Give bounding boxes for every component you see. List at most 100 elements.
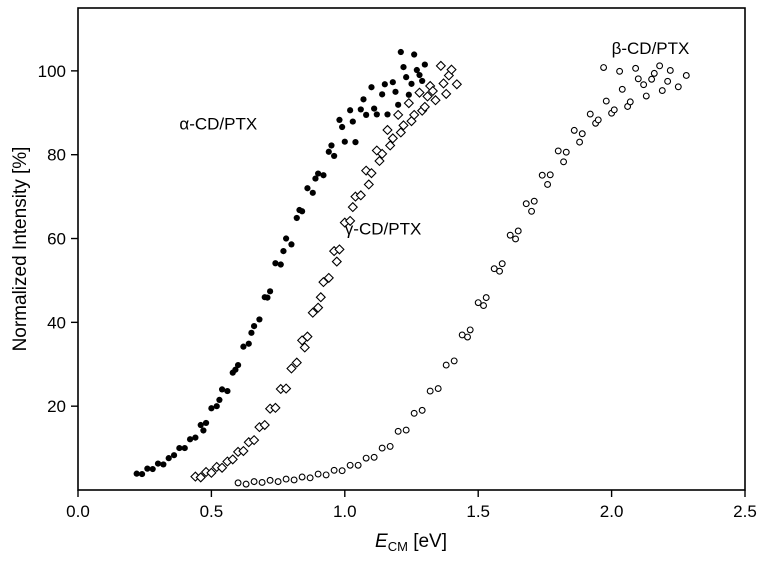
data-point-open-diamond <box>315 292 326 303</box>
data-point-filled-circle <box>339 123 346 131</box>
data-point-open-circle <box>650 69 658 77</box>
data-point-filled-circle <box>379 91 386 98</box>
data-point-open-diamond <box>374 155 385 167</box>
data-point-filled-circle <box>181 444 188 452</box>
data-point-open-circle <box>234 479 242 487</box>
data-point-filled-circle <box>347 107 354 114</box>
data-point-filled-circle <box>176 444 183 452</box>
data-point-open-diamond <box>259 419 270 431</box>
data-point-filled-circle <box>419 77 426 85</box>
data-point-open-diamond <box>441 88 452 100</box>
data-point-open-diamond <box>363 179 374 190</box>
data-point-open-diamond <box>323 272 334 284</box>
data-point-open-diamond <box>382 124 393 136</box>
data-point-filled-circle <box>328 142 335 149</box>
data-point-filled-circle <box>144 465 151 472</box>
data-point-open-diamond <box>302 331 313 342</box>
data-point-open-circle <box>362 454 370 462</box>
series-annotation: γ-CD/PTX <box>345 219 422 238</box>
data-point-open-circle <box>600 64 608 71</box>
data-point-open-circle <box>496 267 503 275</box>
data-point-filled-circle <box>264 294 271 301</box>
data-point-filled-circle <box>200 427 207 434</box>
data-point-filled-circle <box>266 288 274 295</box>
data-point-open-circle <box>346 461 354 469</box>
data-point-open-circle <box>306 474 314 482</box>
data-point-open-diamond <box>227 454 238 465</box>
data-point-open-diamond <box>376 148 388 160</box>
data-point-open-circle <box>618 85 626 93</box>
data-point-filled-circle <box>373 111 380 118</box>
data-point-open-circle <box>258 479 266 486</box>
data-point-filled-circle <box>170 452 178 459</box>
data-point-filled-circle <box>160 461 167 468</box>
data-point-filled-circle <box>357 106 364 113</box>
data-point-filled-circle <box>293 214 300 222</box>
data-point-open-circle <box>242 480 250 488</box>
x-tick-label: 0.0 <box>66 502 90 521</box>
data-point-open-diamond <box>312 302 324 313</box>
data-point-open-circle <box>666 67 674 74</box>
data-point-filled-circle <box>234 361 242 369</box>
data-point-open-diamond <box>344 215 356 227</box>
data-point-filled-circle <box>277 261 284 268</box>
data-point-open-diamond <box>280 383 292 394</box>
data-point-open-circle <box>410 409 418 417</box>
data-point-open-circle <box>626 98 634 106</box>
data-point-open-circle <box>338 467 346 475</box>
series-annotation: β-CD/PTX <box>612 39 690 58</box>
data-point-open-diamond <box>366 167 377 179</box>
data-point-filled-circle <box>304 185 311 192</box>
data-point-filled-circle <box>397 48 404 56</box>
data-point-filled-circle <box>315 170 322 177</box>
x-axis-symbol: E <box>375 531 388 552</box>
data-point-filled-circle <box>352 139 359 146</box>
y-tick-label: 60 <box>47 230 66 249</box>
data-point-open-diamond <box>238 445 249 457</box>
y-tick-label: 20 <box>47 397 66 416</box>
x-tick-label: 2.0 <box>600 502 624 521</box>
data-point-filled-circle <box>216 396 223 403</box>
data-point-filled-circle <box>232 366 239 373</box>
data-point-filled-circle <box>149 465 156 473</box>
data-point-filled-circle <box>213 403 220 410</box>
data-point-filled-circle <box>381 81 388 88</box>
data-point-filled-circle <box>413 66 420 74</box>
data-point-open-circle <box>290 476 298 484</box>
data-point-open-circle <box>250 478 258 486</box>
data-point-filled-circle <box>403 74 410 81</box>
y-axis-title: Normalized Intensity [%] <box>10 146 31 352</box>
data-point-open-circle <box>656 62 664 70</box>
data-point-filled-circle <box>138 470 146 478</box>
data-point-filled-circle <box>368 84 375 91</box>
data-point-open-circle <box>560 158 568 166</box>
data-point-open-circle <box>576 138 584 146</box>
data-point-open-diamond <box>435 60 447 72</box>
data-point-open-circle <box>538 171 546 179</box>
data-point-filled-circle <box>384 111 391 118</box>
data-point-open-diamond <box>331 256 342 267</box>
data-point-filled-circle <box>312 175 319 182</box>
data-point-open-diamond <box>291 357 302 368</box>
data-point-open-diamond <box>430 95 441 106</box>
data-point-open-diamond <box>270 402 281 414</box>
data-point-open-circle <box>530 197 538 205</box>
data-point-open-diamond <box>355 190 366 201</box>
data-point-open-circle <box>266 476 274 484</box>
data-point-filled-circle <box>405 91 412 98</box>
data-point-filled-circle <box>283 235 290 242</box>
data-point-open-circle <box>506 231 514 239</box>
data-point-open-circle <box>512 235 520 243</box>
data-point-filled-circle <box>395 101 402 108</box>
data-point-open-circle <box>682 72 690 79</box>
data-point-filled-circle <box>299 208 306 215</box>
data-point-open-diamond <box>438 78 449 89</box>
data-point-open-diamond <box>216 462 228 473</box>
y-tick-label: 80 <box>47 146 66 165</box>
data-point-open-diamond <box>387 133 399 144</box>
data-point-open-circle <box>378 444 386 452</box>
data-point-open-circle <box>498 260 506 268</box>
data-point-filled-circle <box>197 421 204 429</box>
data-point-open-circle <box>554 147 562 155</box>
data-point-open-circle <box>632 64 640 72</box>
